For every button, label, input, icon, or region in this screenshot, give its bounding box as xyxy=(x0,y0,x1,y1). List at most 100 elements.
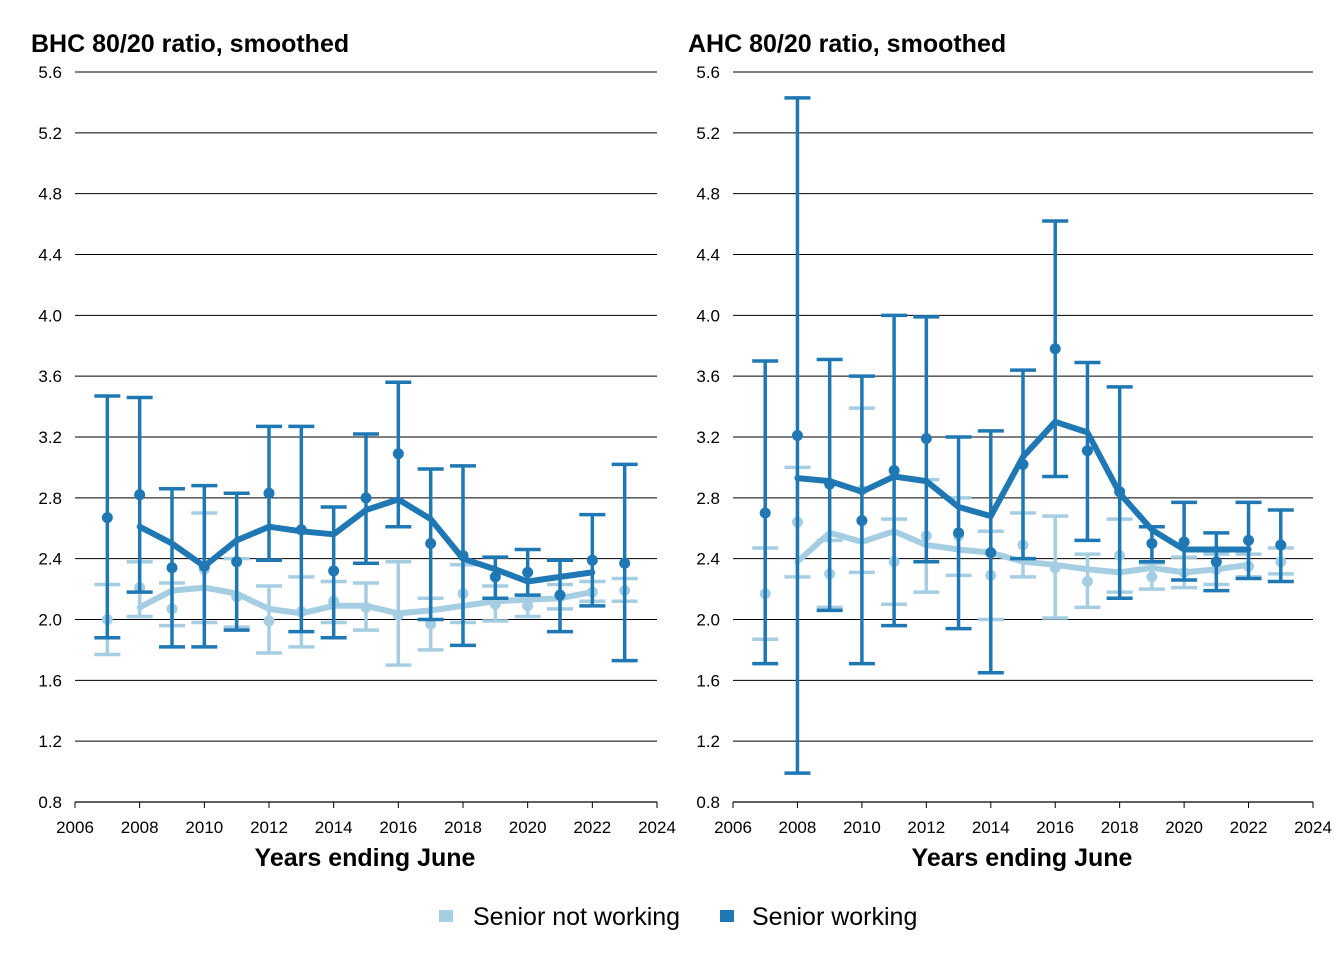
ahc-senior-working-point xyxy=(888,464,900,476)
bhc-senior-working-smoothed-line xyxy=(136,496,596,585)
bhc-y-tick-label: 3.2 xyxy=(38,428,62,447)
ahc-y-tick-label: 5.2 xyxy=(696,124,720,143)
bhc-x-tick-label: 2024 xyxy=(638,818,676,837)
bhc-x-tick-label: 2014 xyxy=(315,818,353,837)
ahc-x-axis-label: Years ending June xyxy=(912,844,1133,872)
bhc-senior-not-working-point xyxy=(360,601,372,613)
bhc-series-senior-working xyxy=(94,380,638,663)
ahc-x-tick-label: 2008 xyxy=(779,818,817,837)
bhc-x-axis-label: Years ending June xyxy=(255,844,476,872)
ahc-x-tick-label: 2018 xyxy=(1101,818,1139,837)
ahc-senior-working-point xyxy=(856,515,868,527)
ahc-x-tick-label: 2022 xyxy=(1230,818,1268,837)
bhc-x-tick-label: 2012 xyxy=(250,818,288,837)
legend-label-senior-not-working: Senior not working xyxy=(473,903,680,931)
ahc-senior-not-working-point xyxy=(1049,562,1061,574)
bhc-y-tick-label: 1.2 xyxy=(38,732,62,751)
ahc-y-tick-label: 5.6 xyxy=(696,63,720,82)
ahc-x-tick-label: 2024 xyxy=(1294,818,1332,837)
ahc-x-tick-label: 2006 xyxy=(714,818,752,837)
bhc-senior-working-point xyxy=(166,562,178,574)
bhc-y-tick-label: 2.8 xyxy=(38,489,62,508)
bhc-chart-panel: BHC 80/20 ratio, smoothed Years ending J… xyxy=(31,30,676,872)
ahc-senior-working-point xyxy=(1081,445,1093,457)
legend-label-senior-working: Senior working xyxy=(752,903,917,931)
bhc-x-tick-label: 2006 xyxy=(56,818,94,837)
bhc-x-tick-label: 2020 xyxy=(509,818,547,837)
bhc-y-tick-label: 4.0 xyxy=(38,306,62,325)
ahc-senior-working-point xyxy=(1146,537,1158,549)
bhc-senior-working-point xyxy=(619,557,631,569)
bhc-y-tick-label: 5.6 xyxy=(38,63,62,82)
bhc-senior-working-point xyxy=(101,512,113,524)
ahc-senior-working-point xyxy=(1114,486,1126,498)
ahc-y-tick-label: 1.2 xyxy=(696,732,720,751)
bhc-senior-not-working-point xyxy=(522,600,534,612)
ahc-senior-working-point xyxy=(1017,458,1029,470)
bhc-senior-working-point xyxy=(134,489,146,501)
bhc-y-tick-label: 0.8 xyxy=(38,793,62,812)
bhc-y-tick-label: 1.6 xyxy=(38,671,62,690)
legend-item-senior-not-working: Senior not working xyxy=(439,903,680,931)
bhc-senior-working-point xyxy=(263,487,275,499)
bhc-senior-working-point xyxy=(360,492,372,504)
ahc-senior-working-point xyxy=(985,547,997,559)
bhc-senior-working-point xyxy=(231,556,243,568)
bhc-y-tick-label: 2.4 xyxy=(38,550,62,569)
bhc-senior-not-working-point xyxy=(392,609,404,621)
bhc-y-tick-label: 3.6 xyxy=(38,367,62,386)
bhc-y-tick-label: 4.4 xyxy=(38,246,62,265)
ahc-series-senior-working xyxy=(752,96,1294,775)
bhc-y-tick-label: 2.0 xyxy=(38,611,62,630)
bhc-senior-working-point xyxy=(522,566,534,578)
bhc-gridlines xyxy=(75,71,657,742)
ahc-senior-working-smoothed-line xyxy=(794,418,1252,553)
bhc-senior-working-point xyxy=(554,589,566,601)
ahc-senior-working-point xyxy=(1210,556,1222,568)
bhc-senior-working-point xyxy=(328,565,340,577)
ahc-y-tick-label: 4.4 xyxy=(696,246,720,265)
ahc-x-tick-label: 2014 xyxy=(972,818,1010,837)
bhc-x-tick-label: 2016 xyxy=(379,818,417,837)
ahc-senior-working-point xyxy=(920,433,932,445)
ahc-y-tick-label: 1.6 xyxy=(696,671,720,690)
bhc-y-tick-label: 5.2 xyxy=(38,124,62,143)
ahc-x-tick-label: 2016 xyxy=(1036,818,1074,837)
bhc-senior-working-point xyxy=(198,560,210,572)
bhc-x-tick-label: 2008 xyxy=(121,818,159,837)
ahc-y-tick-label: 4.0 xyxy=(696,306,720,325)
ahc-chart-title: AHC 80/20 ratio, smoothed xyxy=(688,30,1006,58)
ahc-x-tick-label: 2010 xyxy=(843,818,881,837)
bhc-senior-working-point xyxy=(457,550,469,562)
bhc-senior-working-point xyxy=(425,537,437,549)
legend-item-senior-working: Senior working xyxy=(720,903,917,931)
bhc-x-tick-label: 2010 xyxy=(185,818,223,837)
ahc-y-tick-label: 0.8 xyxy=(696,793,720,812)
bhc-y-tick-label: 4.8 xyxy=(38,185,62,204)
ahc-senior-working-point xyxy=(1243,534,1255,546)
ahc-senior-working-point xyxy=(1178,536,1190,548)
ahc-senior-not-working-point xyxy=(1081,575,1093,587)
ahc-y-tick-label: 2.0 xyxy=(696,611,720,630)
ahc-senior-working-point xyxy=(824,478,836,490)
legend-swatch-senior-not-working xyxy=(439,910,453,922)
ahc-x-tick-label: 2020 xyxy=(1165,818,1203,837)
bhc-x-tick-label: 2018 xyxy=(444,818,482,837)
ahc-senior-working-point xyxy=(759,507,771,519)
bhc-senior-working-point xyxy=(489,571,501,583)
ahc-y-tick-label: 2.4 xyxy=(696,550,720,569)
ahc-senior-working-point xyxy=(791,429,803,441)
legend: Senior not working Senior working xyxy=(439,903,917,931)
legend-swatch-senior-working xyxy=(720,910,734,922)
bhc-senior-working-point xyxy=(295,524,307,536)
ahc-y-tick-label: 3.6 xyxy=(696,367,720,386)
bhc-senior-working-point xyxy=(586,554,598,566)
ahc-senior-not-working-smoothed-line xyxy=(794,528,1252,576)
ahc-senior-working-point xyxy=(1049,343,1061,355)
bhc-senior-not-working-point xyxy=(263,615,275,627)
ahc-y-tick-label: 4.8 xyxy=(696,185,720,204)
bhc-senior-working-point xyxy=(392,448,404,460)
bhc-chart-title: BHC 80/20 ratio, smoothed xyxy=(31,30,349,58)
ahc-senior-working-point xyxy=(953,527,965,539)
bhc-x-tick-label: 2022 xyxy=(573,818,611,837)
